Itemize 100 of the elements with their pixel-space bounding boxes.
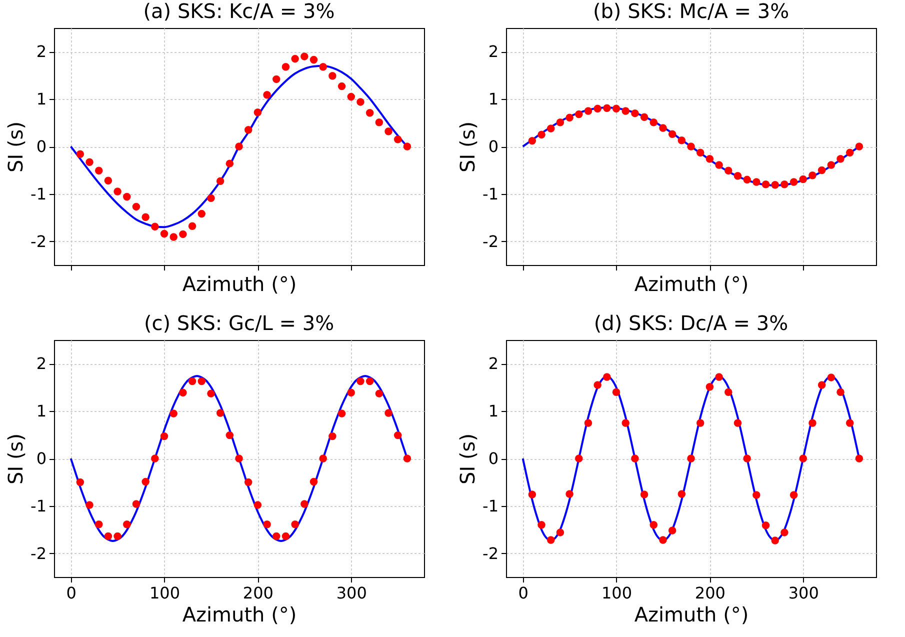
- point: [198, 210, 206, 218]
- y-tick-label: 1: [488, 402, 498, 421]
- y-tick-label: -1: [30, 496, 46, 516]
- point: [384, 127, 392, 136]
- point: [300, 500, 308, 508]
- y-tick-label: 0: [36, 137, 46, 156]
- point: [538, 520, 546, 529]
- point: [603, 373, 611, 381]
- point: [650, 520, 658, 529]
- point: [668, 130, 676, 138]
- x-axis-title: Azimuth (°): [182, 602, 297, 626]
- y-axis-title: SI (s): [4, 434, 28, 484]
- point: [546, 536, 555, 544]
- point: [640, 113, 648, 121]
- point: [771, 536, 779, 544]
- y-axis-title: SI (s): [4, 122, 28, 172]
- point: [678, 136, 686, 144]
- point: [235, 142, 243, 150]
- point: [556, 528, 564, 536]
- point: [254, 108, 262, 116]
- x-tick-label: 200: [242, 584, 274, 602]
- x-tick-label: 0: [518, 584, 528, 602]
- point: [808, 172, 816, 180]
- point: [584, 419, 592, 427]
- point: [827, 374, 836, 382]
- point: [179, 388, 187, 396]
- point: [375, 118, 384, 126]
- point: [631, 109, 639, 118]
- point: [366, 108, 374, 117]
- point: [836, 154, 844, 163]
- point: [319, 454, 327, 462]
- point: [170, 233, 178, 241]
- point: [780, 528, 788, 536]
- y-tick-label: 0: [488, 449, 498, 468]
- point: [216, 177, 224, 185]
- y-axis-title: SI (s): [456, 122, 480, 172]
- y-tick-label: -2: [30, 232, 46, 251]
- point: [132, 202, 140, 211]
- point: [226, 160, 234, 168]
- point: [114, 188, 122, 196]
- point: [827, 161, 836, 169]
- x-tick-label: 300: [336, 584, 367, 602]
- y-tick-label: -2: [482, 544, 498, 563]
- point: [179, 230, 187, 238]
- point: [818, 166, 826, 174]
- point: [104, 532, 112, 540]
- x-tick-label: 100: [149, 584, 180, 602]
- chart-title: (d) SKS: Dc/A = 3%: [594, 311, 788, 335]
- point: [86, 158, 94, 166]
- y-tick-label: 2: [36, 42, 46, 62]
- point: [575, 110, 583, 118]
- y-tick-label: 1: [36, 90, 46, 109]
- point: [799, 454, 807, 462]
- point: [715, 373, 723, 381]
- point: [76, 150, 84, 158]
- point: [216, 409, 224, 417]
- point: [86, 501, 94, 509]
- point: [282, 63, 290, 71]
- point: [724, 166, 732, 175]
- point: [818, 381, 826, 389]
- point: [403, 142, 412, 150]
- point: [752, 178, 760, 186]
- point: [319, 63, 327, 71]
- point: [799, 175, 807, 184]
- x-axis-title: Azimuth (°): [634, 272, 749, 296]
- chart-title: (b) SKS: Mc/A = 3%: [592, 0, 790, 23]
- point: [640, 490, 648, 498]
- y-tick-label: 0: [488, 137, 498, 156]
- point: [338, 410, 346, 418]
- point: [724, 388, 732, 396]
- y-tick-label: -1: [482, 496, 498, 516]
- point: [160, 432, 168, 440]
- point: [272, 532, 280, 540]
- point: [855, 142, 864, 150]
- point: [566, 114, 574, 122]
- point: [394, 136, 402, 144]
- point: [291, 54, 299, 63]
- point: [310, 478, 318, 486]
- point: [338, 82, 346, 90]
- point: [123, 192, 131, 201]
- point: [659, 536, 667, 544]
- point: [366, 377, 374, 386]
- point: [300, 52, 308, 60]
- point: [151, 454, 159, 462]
- point: [762, 521, 770, 530]
- point: [94, 520, 103, 528]
- point: [659, 124, 667, 132]
- chart-title: (c) SKS: Gc/L = 3%: [144, 311, 334, 335]
- point: [226, 431, 234, 440]
- point: [375, 390, 384, 398]
- point: [123, 520, 131, 528]
- point: [612, 104, 620, 112]
- point: [160, 230, 168, 238]
- point: [687, 454, 695, 462]
- point: [384, 409, 392, 417]
- point: [808, 419, 816, 427]
- point: [836, 388, 844, 396]
- point: [771, 181, 779, 189]
- point: [207, 390, 215, 398]
- point: [114, 532, 122, 540]
